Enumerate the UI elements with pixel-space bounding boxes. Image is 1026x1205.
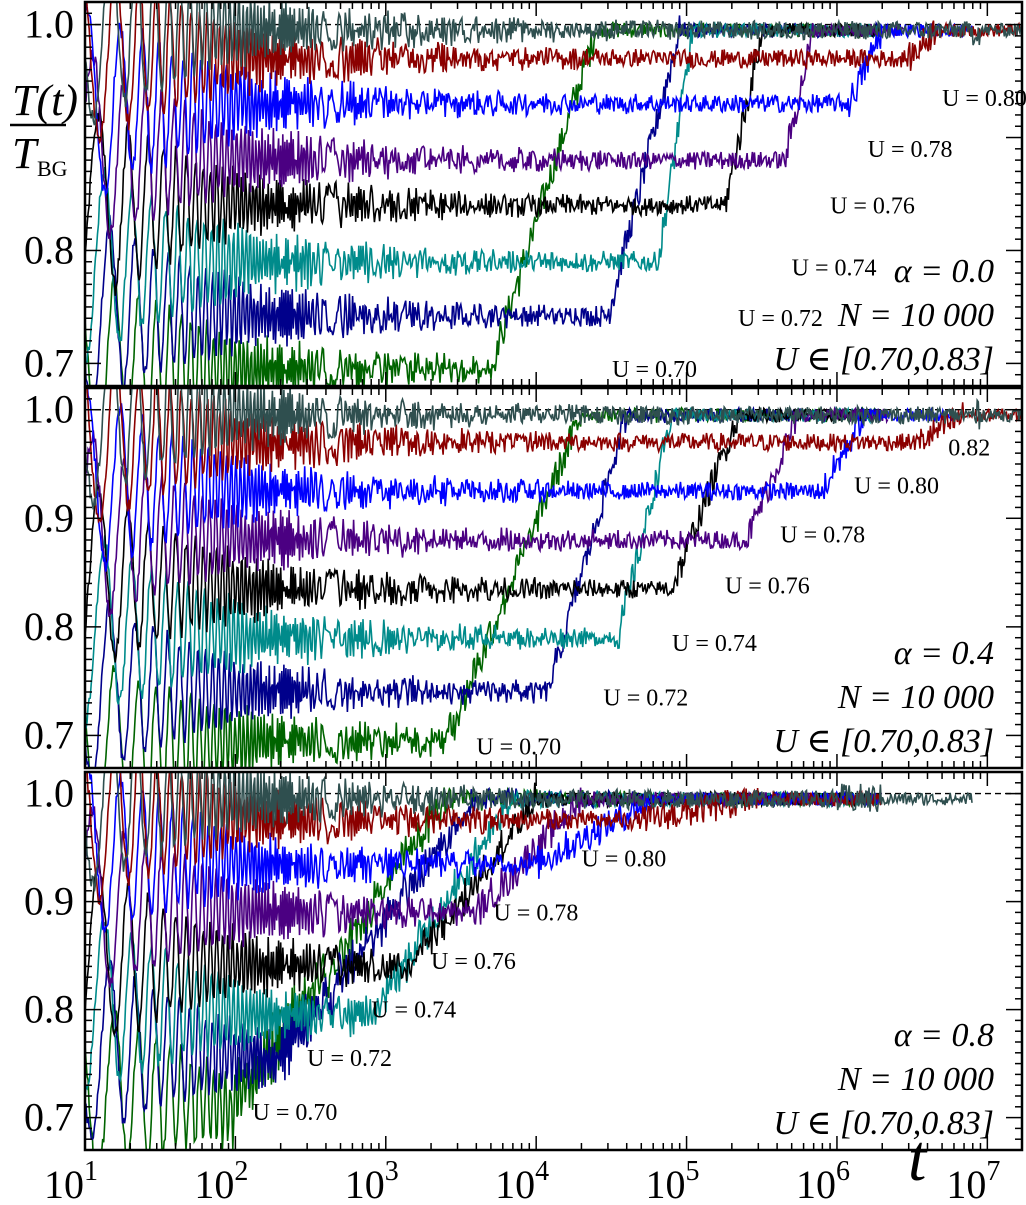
ylabel-numerator: T(t)	[12, 76, 78, 125]
series-line	[85, 388, 1022, 510]
x-tick-label: 106	[796, 1156, 850, 1205]
series-label: U = 0.76	[830, 193, 915, 219]
series-label: U = 0.78	[780, 523, 865, 549]
x-tick-label: 104	[495, 1156, 549, 1205]
x-tick-label: 101	[44, 1156, 98, 1205]
y-tick-label: 0.8	[24, 987, 74, 1032]
series-label: U = 0.74	[792, 255, 877, 281]
xlabel: t	[908, 1122, 928, 1195]
series-label: U = 0.72	[603, 685, 688, 711]
annotation: α = 0.4	[894, 635, 994, 672]
plot-frame	[83, 386, 1024, 770]
y-tick-label: 0.7	[24, 712, 74, 757]
panel-middle: U = 0.70 U = 0.72 U = 0.74 U = 0.76 U = 0.78…	[24, 386, 1024, 770]
y-tick-label: 0.9	[24, 495, 74, 540]
series-label: U = 0.80	[581, 846, 666, 872]
annotation: U ∈ [0.70,0.83]	[773, 1105, 994, 1142]
annotation: α = 0.8	[894, 1017, 994, 1054]
panel-bottom: U = 0.70 U = 0.72 U = 0.74 U = 0.76 U = 0.78…	[24, 770, 1024, 1205]
series-line	[85, 2, 1022, 126]
y-tick-label: 1.0	[24, 771, 74, 816]
y-tick-label: 0.7	[24, 1095, 74, 1140]
series-label: U = 0.80	[854, 474, 939, 500]
series-line	[86, 388, 955, 572]
x-tick-label: 103	[345, 1156, 399, 1205]
series-line	[85, 405, 889, 618]
y-tick-label: 1.0	[24, 387, 74, 432]
series-label: U = 0.70	[476, 734, 561, 760]
x-tick-label: 107	[946, 1156, 1000, 1205]
series-label: U = 0.74	[371, 998, 456, 1024]
series-line	[86, 388, 1022, 524]
series-line	[85, 2, 973, 198]
series-label: U = 0.78	[868, 137, 953, 163]
y-tick-label: 0.8	[24, 604, 74, 649]
ylabel-denominator: T	[12, 129, 40, 178]
y-tick-label: 0.7	[24, 340, 74, 385]
series-line	[85, 772, 973, 892]
annotation: N = 10 000	[837, 1061, 994, 1098]
series-label: 0.82	[948, 436, 990, 462]
annotation: α = 0.0	[894, 253, 994, 290]
series-label: U = 0.72	[738, 306, 823, 332]
x-tick-label: 102	[194, 1156, 248, 1205]
annotation: U ∈ [0.70,0.83]	[773, 723, 994, 760]
y-tick-label: 0.9	[24, 879, 74, 924]
series-label: U = 0.70	[612, 357, 697, 383]
plot-frame	[83, 770, 1024, 1152]
series-line	[86, 2, 1022, 145]
series-label: U = 0.76	[431, 949, 516, 975]
series-label: U = 0.70	[253, 1100, 338, 1126]
ylabel-denominator-sub: BG	[37, 156, 68, 181]
annotation: N = 10 000	[837, 679, 994, 716]
x-tick-label: 105	[646, 1156, 700, 1205]
series-label: U = 0.74	[672, 631, 757, 657]
series-label: U = 0.80	[942, 86, 1026, 112]
annotation: U ∈ [0.70,0.83]	[773, 341, 994, 378]
y-tick-label: 1.0	[24, 2, 74, 47]
series-label: U = 0.72	[307, 1046, 392, 1072]
series-label: U = 0.76	[725, 574, 810, 600]
y-tick-label: 0.8	[24, 227, 74, 272]
series-line	[85, 21, 904, 240]
panel-top: U = 0.70 U = 0.72 U = 0.74 U = 0.76 U = 0.78…	[24, 0, 1026, 388]
series-label: U = 0.78	[493, 900, 578, 926]
annotation: N = 10 000	[837, 297, 994, 334]
series-line	[86, 772, 883, 906]
